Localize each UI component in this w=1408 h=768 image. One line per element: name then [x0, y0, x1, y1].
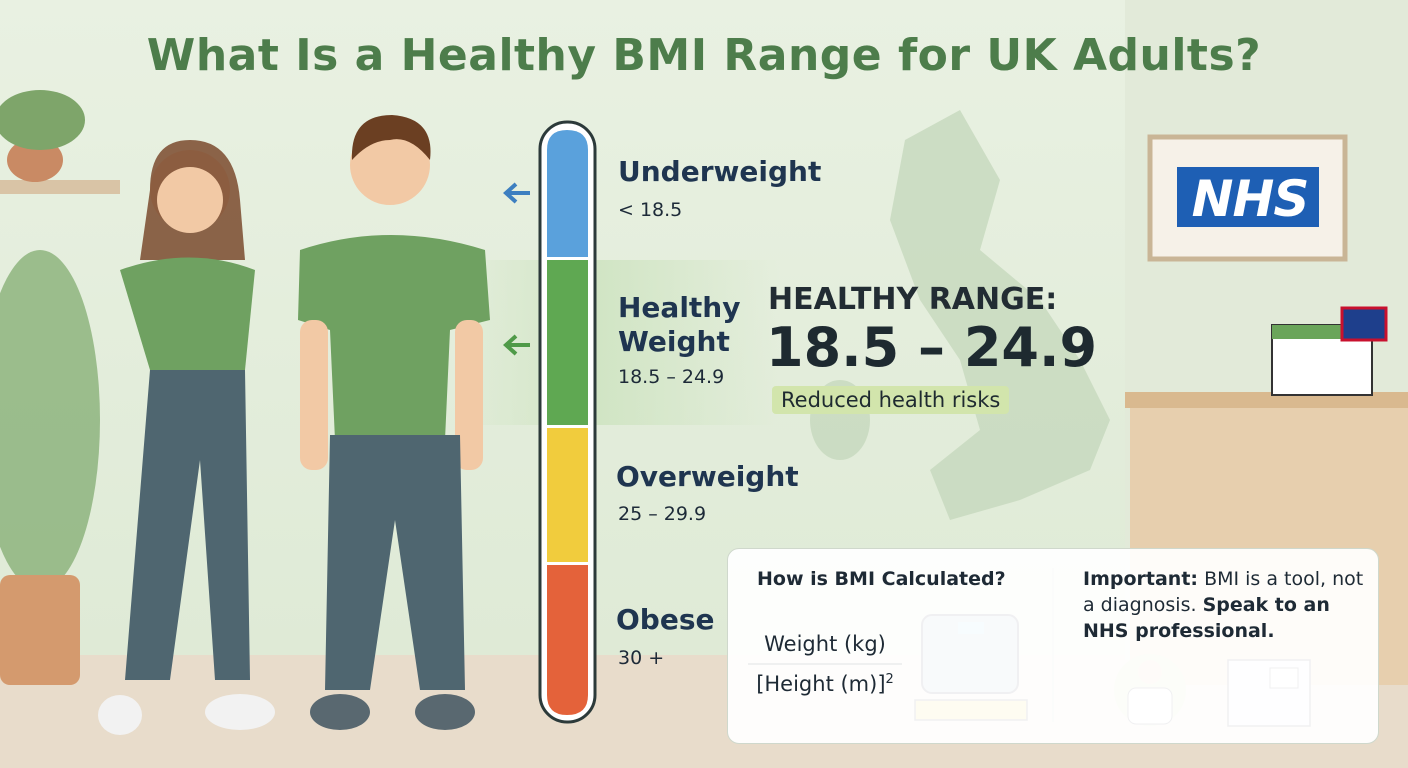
category-range: 25 – 29.9 [618, 503, 707, 525]
note-body: BMI is a tool, not a diagnosis. [1083, 568, 1364, 616]
woman-face [157, 167, 223, 233]
healthy-band [480, 260, 780, 425]
arrow [503, 334, 530, 356]
title: What Is a Healthy BMI Range for UK Adult… [146, 30, 1262, 81]
man-arm [300, 320, 328, 470]
nhs-logo [1177, 167, 1319, 227]
woman-shirt [120, 257, 255, 370]
category-range: 30 + [618, 647, 665, 669]
plant [0, 250, 100, 590]
healthy-heading: HEALTHY RANGE: [768, 282, 1058, 317]
man-shoe [415, 694, 475, 730]
denominator-text: [Height (m)] [756, 672, 886, 696]
category-label: Obese [616, 603, 715, 636]
info-box [727, 548, 1379, 744]
woman-shoe [205, 694, 275, 730]
man-trousers [325, 435, 465, 690]
formula-denominator: [Height (m)]2 [745, 672, 905, 696]
woman-shoe [98, 695, 142, 735]
man-shoe [310, 694, 370, 730]
overweight-segment [547, 428, 588, 562]
note-lead: Important: [1083, 568, 1199, 590]
shelf [0, 180, 120, 194]
category-label: Healthy Weight [618, 291, 741, 358]
uk-flag [1340, 306, 1388, 342]
underweight-segment [547, 130, 588, 257]
category-label: Overweight [616, 460, 799, 493]
uk-map [890, 110, 1110, 520]
plant-pot [0, 575, 80, 685]
obese-segment [547, 565, 588, 715]
category-label: Underweight [618, 155, 822, 188]
healthy-segment [547, 260, 588, 425]
man-arm [455, 320, 483, 470]
healthy-range: 18.5 – 24.9 [766, 316, 1098, 379]
woman-leggings [125, 370, 250, 680]
category-range: < 18.5 [618, 199, 683, 221]
important-note: Important: BMI is a tool, not a diagnosi… [1083, 566, 1368, 644]
arrow [503, 182, 530, 204]
calc-heading: How is BMI Calculated? [757, 568, 1006, 590]
man-shirt [298, 235, 490, 440]
plant [0, 90, 85, 150]
note-action: Speak to an NHS professional. [1083, 594, 1330, 642]
healthy-note: Reduced health risks [772, 386, 1010, 414]
formula-numerator: Weight (kg) [764, 632, 886, 656]
man-hair [351, 115, 431, 160]
nhs-logo-text: NHS [1191, 170, 1310, 228]
exponent: 2 [885, 672, 894, 687]
category-range: 18.5 – 24.9 [618, 366, 725, 388]
